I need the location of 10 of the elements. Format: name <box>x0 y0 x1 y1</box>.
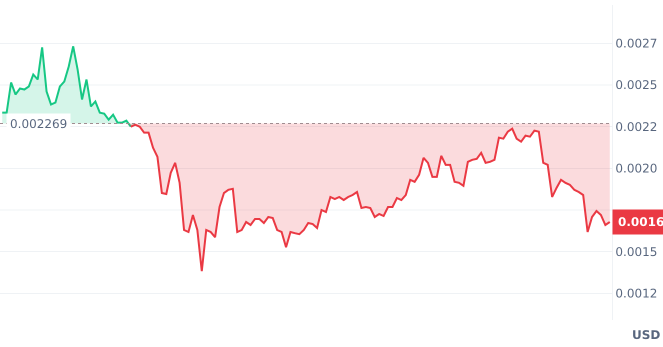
y-tick-label: 0.0015 <box>615 244 658 259</box>
y-axis-title: USD <box>632 328 660 342</box>
ref-line-label: 0.002269 <box>10 117 68 131</box>
y-tick-label: 0.0012 <box>615 286 658 301</box>
line-series <box>130 124 611 272</box>
y-tick-label: 0.0025 <box>615 78 658 92</box>
line-series <box>1 45 132 128</box>
y-tick-label: 0.0022 <box>615 120 658 134</box>
y-tick-label: 0.0020 <box>615 162 658 176</box>
y-tick-label: 0.0027 <box>615 36 658 51</box>
